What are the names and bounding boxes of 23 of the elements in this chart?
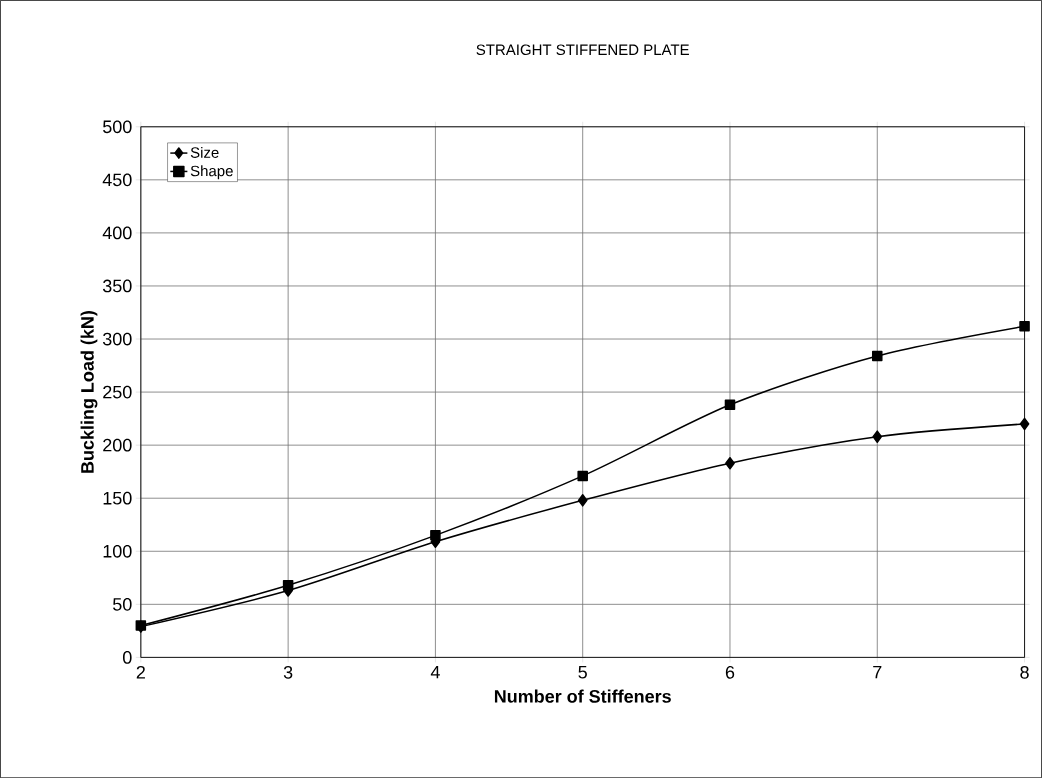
y-tick-label: 400 — [102, 226, 132, 240]
y-axis-title: Buckling Load (kN) — [80, 310, 98, 473]
y-tick-label: 300 — [102, 332, 132, 346]
y-tick-label: 50 — [113, 597, 132, 611]
x-axis-title: Number of Stiffeners — [494, 689, 671, 703]
y-tick-label: 350 — [102, 279, 132, 293]
y-tick-label: 0 — [123, 650, 132, 664]
x-tick-label: 4 — [430, 665, 440, 679]
y-tick-label: 100 — [103, 544, 132, 558]
x-tick-label: 5 — [578, 665, 587, 679]
chart-title: STRAIGHT STIFFENED PLATE — [476, 44, 689, 55]
y-tick-label: 200 — [103, 438, 132, 452]
x-tick-label: 6 — [725, 665, 735, 679]
y-tick-label: 150 — [103, 491, 132, 505]
x-tick-label: 8 — [1020, 665, 1029, 679]
legend-label: Shape — [190, 165, 233, 180]
legend-label: Size — [190, 146, 219, 158]
y-tick-label: 500 — [103, 120, 132, 134]
y-tick-label: 450 — [102, 173, 132, 187]
y-tick-label: 250 — [103, 385, 132, 399]
x-tick-label: 7 — [873, 665, 882, 679]
x-tick-label: 3 — [283, 665, 293, 679]
x-tick-label: 2 — [136, 665, 145, 679]
